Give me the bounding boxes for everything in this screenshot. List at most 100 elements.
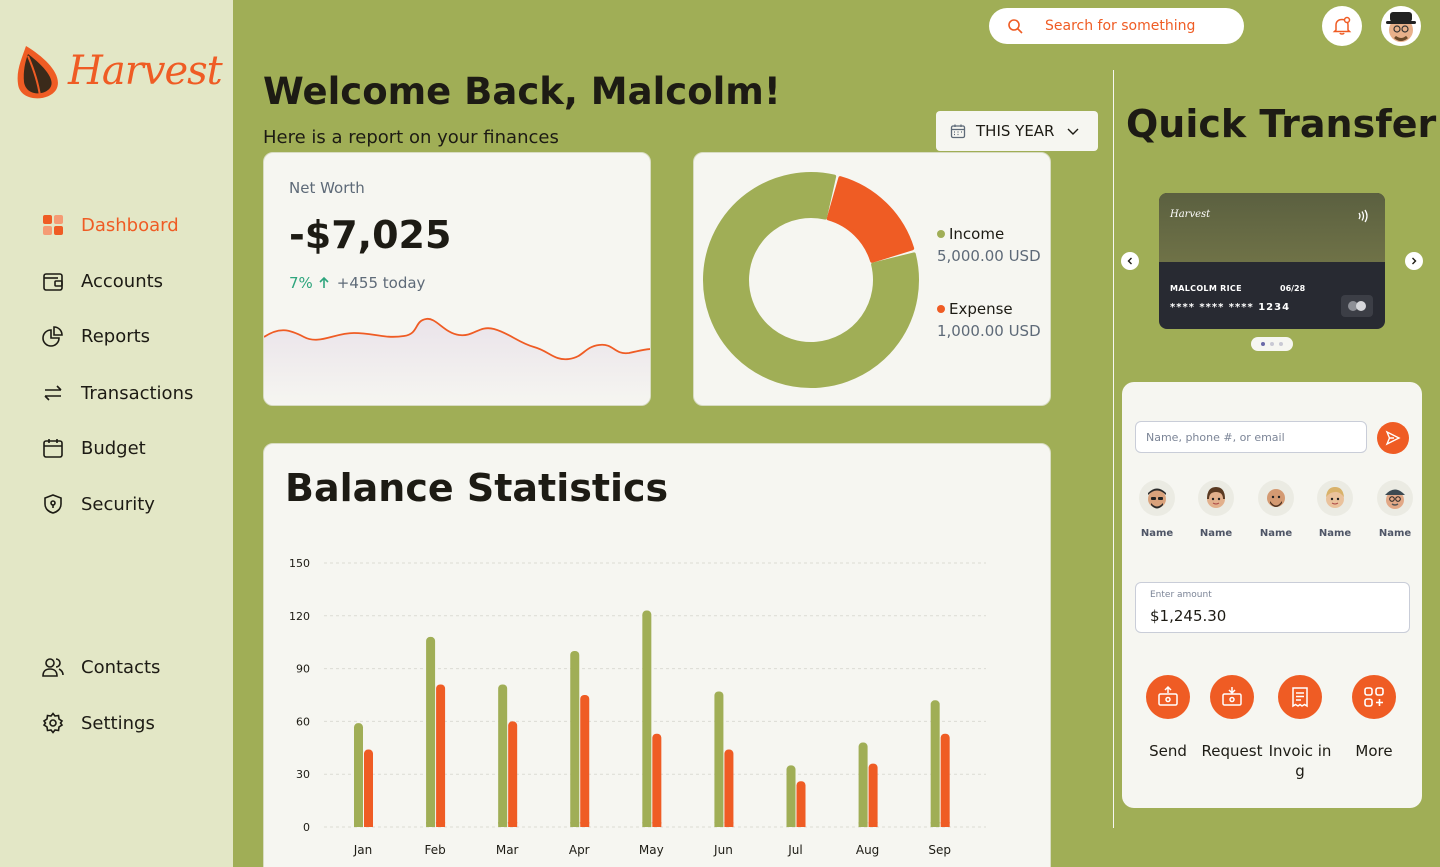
bar-base <box>858 822 868 827</box>
reports-icon <box>42 325 64 347</box>
contact-avatar <box>1258 480 1294 516</box>
y-tick-label: 60 <box>296 715 310 728</box>
sidebar-item-label: Transactions <box>81 382 194 404</box>
request-action-button[interactable]: Request <box>1200 675 1264 761</box>
card-next-button[interactable] <box>1405 252 1423 270</box>
sidebar-item-label: Security <box>81 493 155 515</box>
donut-slice-income[interactable] <box>703 172 919 388</box>
net-worth-card: Net Worth -$7,025 7% +455 today <box>263 152 651 406</box>
sidebar-item-dashboard[interactable]: Dashboard <box>42 212 179 238</box>
sidebar-item-budget[interactable]: Budget <box>42 435 146 461</box>
contact-name: Name <box>1378 528 1412 539</box>
credit-card-brand: Harvest <box>1170 209 1211 220</box>
contact-name: Name <box>1259 528 1293 539</box>
bar-1[interactable] <box>364 749 373 827</box>
income-expense-card: Income 5,000.00 USD Expense 1,000.00 USD <box>693 152 1051 406</box>
sidebar-item-label: Settings <box>81 712 155 734</box>
contacts-icon <box>42 656 64 678</box>
recipient-input[interactable] <box>1135 421 1367 453</box>
more-action-button[interactable]: More <box>1342 675 1406 761</box>
sidebar-item-settings[interactable]: Settings <box>42 710 155 736</box>
bar-base <box>786 822 796 827</box>
credit-card[interactable]: Harvest MALCOLM RICE 06/28 **** **** ***… <box>1159 193 1385 329</box>
bar-base <box>930 822 940 827</box>
chevron-down-icon <box>1067 128 1079 135</box>
sidebar-item-accounts[interactable]: Accounts <box>42 268 163 294</box>
send-recipient-button[interactable] <box>1377 422 1409 454</box>
contact-name: Name <box>1140 528 1174 539</box>
bar-1[interactable] <box>652 733 662 827</box>
income-expense-donut <box>703 172 919 388</box>
bar-1[interactable] <box>580 695 590 827</box>
sidebar: Harvest Dashboard Accounts Reports Trans… <box>0 0 233 867</box>
y-tick-label: 90 <box>296 663 310 676</box>
transfer-panel: Name Name Name Name Name Enter amount $1… <box>1122 382 1422 808</box>
page-subtitle: Here is a report on your finances <box>263 127 559 148</box>
bar-0[interactable] <box>714 691 724 827</box>
bar-1[interactable] <box>940 733 950 827</box>
bar-0[interactable] <box>426 636 436 827</box>
card-prev-button[interactable] <box>1121 252 1139 270</box>
expense-dot <box>937 305 945 313</box>
contact-1[interactable]: Name <box>1132 480 1182 539</box>
bar-0[interactable] <box>930 700 940 827</box>
bar-1[interactable] <box>796 781 806 827</box>
sidebar-item-transactions[interactable]: Transactions <box>42 380 193 406</box>
sidebar-item-label: Reports <box>81 325 151 347</box>
bar-0[interactable] <box>786 765 796 827</box>
sidebar-item-security[interactable]: Security <box>42 491 155 517</box>
send-action-button[interactable]: Send <box>1136 675 1200 761</box>
user-avatar[interactable] <box>1381 6 1421 46</box>
contact-4[interactable]: Name <box>1310 480 1360 539</box>
y-tick-label: 150 <box>289 557 310 570</box>
bar-1[interactable] <box>436 684 446 827</box>
contact-name: Name <box>1199 528 1233 539</box>
donut-slice-expense[interactable] <box>826 176 915 263</box>
sidebar-item-contacts[interactable]: Contacts <box>42 654 160 680</box>
amount-field[interactable]: Enter amount $1,245.30 <box>1135 582 1410 633</box>
card-holder-name: MALCOLM RICE <box>1170 284 1242 293</box>
search-input[interactable] <box>1045 18 1225 34</box>
contact-3[interactable]: Name <box>1251 480 1301 539</box>
bar-0[interactable] <box>858 742 868 827</box>
action-label: More <box>1355 742 1393 760</box>
bar-1[interactable] <box>508 721 518 827</box>
invoicing-action-button[interactable]: Invoic ing <box>1264 675 1336 781</box>
contact-2[interactable]: Name <box>1191 480 1241 539</box>
carousel-indicator[interactable] <box>1251 337 1293 351</box>
dashboard-icon <box>42 214 64 236</box>
request-money-icon <box>1210 675 1254 719</box>
contact-avatar <box>1377 480 1413 516</box>
sidebar-item-label: Accounts <box>81 270 164 292</box>
x-tick-label: Jan <box>353 843 373 857</box>
bar-0[interactable] <box>642 610 652 827</box>
bar-1[interactable] <box>724 749 734 827</box>
bar-0[interactable] <box>498 684 508 827</box>
amount-label: Enter amount <box>1150 590 1212 600</box>
bar-0[interactable] <box>570 651 580 827</box>
bar-base <box>642 822 652 827</box>
contact-avatar <box>1198 480 1234 516</box>
sidebar-item-reports[interactable]: Reports <box>42 323 150 349</box>
notifications-button[interactable] <box>1322 6 1362 46</box>
quick-transfer-title: Quick Transfer <box>1126 102 1437 146</box>
contact-5[interactable]: Name <box>1370 480 1420 539</box>
expense-label: Expense <box>949 300 1013 318</box>
x-tick-label: Jun <box>713 843 733 857</box>
logo[interactable]: Harvest <box>16 40 223 102</box>
contact-avatar <box>1317 480 1353 516</box>
net-worth-change: 7% +455 today <box>289 274 425 292</box>
calendar-icon <box>950 124 966 139</box>
invoice-icon <box>1278 675 1322 719</box>
y-tick-label: 0 <box>303 821 310 834</box>
search-bar[interactable] <box>989 8 1244 44</box>
x-tick-label: Jul <box>787 843 802 857</box>
budget-icon <box>42 437 64 459</box>
balance-statistics-card: Balance Statistics 0 30 60 90 120 150 Jan Feb Ma… <box>263 443 1051 867</box>
chevron-right-icon <box>1412 257 1417 265</box>
bar-0[interactable] <box>354 723 363 827</box>
bar-1[interactable] <box>868 763 878 827</box>
period-dropdown[interactable]: THIS YEAR <box>936 111 1098 151</box>
bell-icon <box>1332 16 1352 35</box>
income-dot <box>937 230 945 238</box>
